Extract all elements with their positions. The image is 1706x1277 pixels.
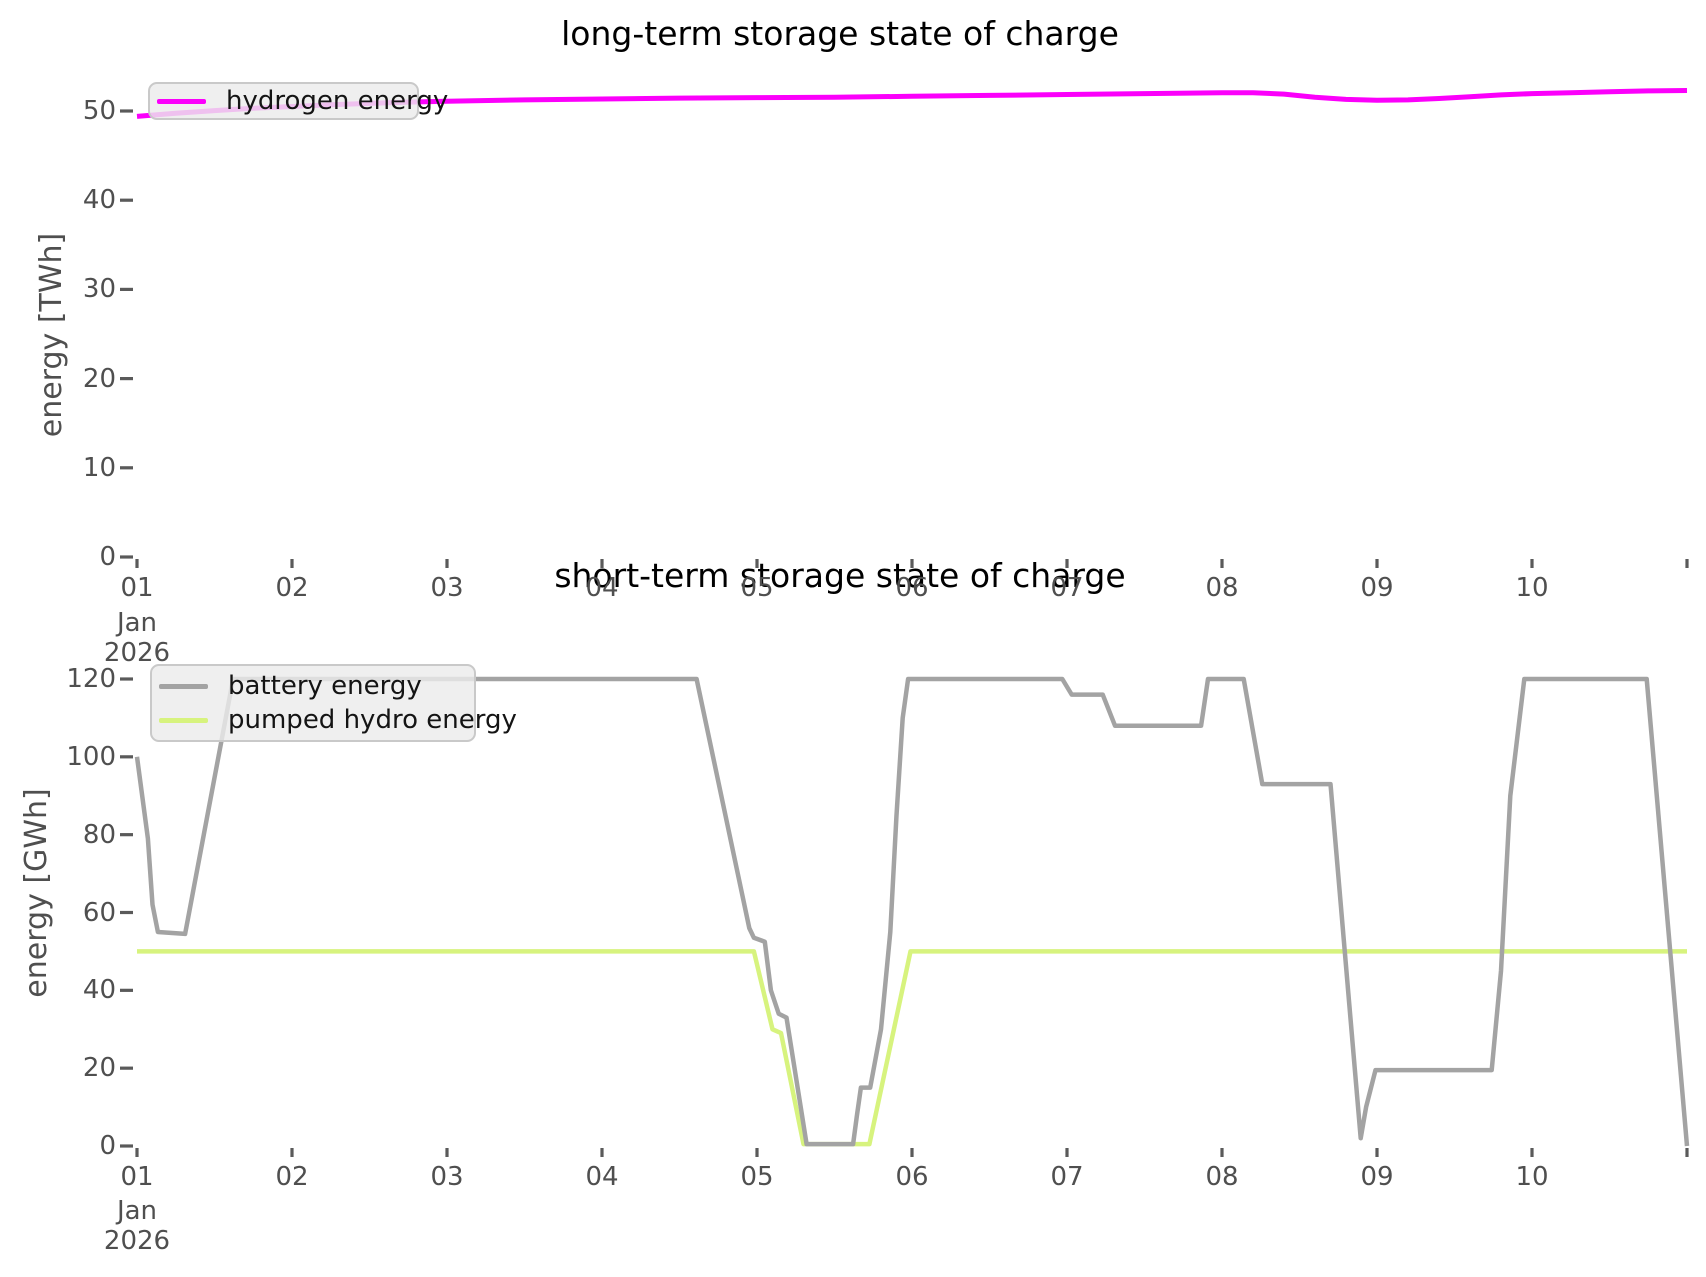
hydrogen-energy-line-swatch: [157, 98, 206, 104]
legend-label: pumped hydro energy: [228, 705, 517, 735]
x-tick-label: 05: [740, 573, 774, 603]
x-tick-label: 04: [585, 1162, 619, 1192]
x-tick-label: 07: [1050, 1162, 1084, 1192]
battery-energy-line-swatch: [159, 683, 208, 689]
x-tick-label: 02: [275, 573, 309, 603]
bottom-chart-x-year-label: 2026: [103, 1226, 171, 1256]
legend-item-battery-energy: battery energy: [152, 669, 474, 703]
x-tick-label: 03: [430, 573, 464, 603]
y-tick-label: 120: [66, 664, 116, 694]
top-chart-x-month-label: Jan: [116, 608, 158, 638]
y-tick-label: 40: [82, 185, 116, 216]
y-tick-label: 0: [99, 1131, 116, 1161]
x-tick-label: 08: [1205, 573, 1239, 603]
y-tick-label: 60: [82, 897, 116, 928]
legend-label: battery energy: [228, 671, 422, 701]
y-tick-label: 20: [82, 1053, 116, 1084]
x-tick-label: 02: [275, 1162, 309, 1192]
top-chart-title: long-term storage state of charge: [561, 14, 1119, 53]
y-tick-label: 20: [82, 363, 116, 394]
legend-item-hydrogen-energy: hydrogen energy: [150, 84, 448, 118]
top-chart-legend: hydrogen energy: [148, 82, 448, 120]
pumped-hydro-energy-line-swatch: [159, 717, 208, 723]
x-tick-label: 01: [120, 1162, 154, 1192]
y-tick-label: 40: [82, 975, 116, 1006]
x-tick-label: 06: [895, 573, 929, 603]
bottom-chart-legend: battery energy pumped hydro energy: [150, 664, 517, 742]
y-tick-label: 50: [82, 96, 116, 126]
x-tick-label: 05: [740, 1162, 774, 1192]
y-tick-label: 10: [82, 452, 116, 483]
y-tick-label: 80: [82, 819, 116, 850]
x-tick-label: 01: [120, 573, 154, 603]
y-tick-label: 0: [99, 542, 116, 572]
x-tick-label: 10: [1515, 573, 1549, 603]
legend-label: hydrogen energy: [226, 86, 449, 116]
x-tick-label: 04: [585, 573, 619, 603]
top-chart-y-axis-label: energy [TWh]: [34, 232, 69, 438]
pumped-hydro-energy-line: [137, 949, 1687, 1147]
bottom-chart-title: short-term storage state of charge: [554, 556, 1126, 595]
x-tick-label: 03: [430, 1162, 464, 1192]
x-tick-label: 09: [1360, 1162, 1394, 1192]
battery-energy-line: [134, 676, 1690, 1147]
top-chart-x-year-label: 2026: [103, 638, 171, 668]
bottom-chart-x-month-label: Jan: [116, 1196, 158, 1226]
y-tick-label: 100: [66, 741, 116, 772]
x-tick-label: 06: [895, 1162, 929, 1192]
y-tick-label: 30: [82, 274, 116, 305]
legend-item-pumped-hydro-energy: pumped hydro energy: [152, 703, 517, 737]
x-tick-label: 07: [1050, 573, 1084, 603]
x-tick-label: 09: [1360, 573, 1394, 603]
x-tick-label: 08: [1205, 1162, 1239, 1192]
x-tick-label: 10: [1515, 1162, 1549, 1192]
